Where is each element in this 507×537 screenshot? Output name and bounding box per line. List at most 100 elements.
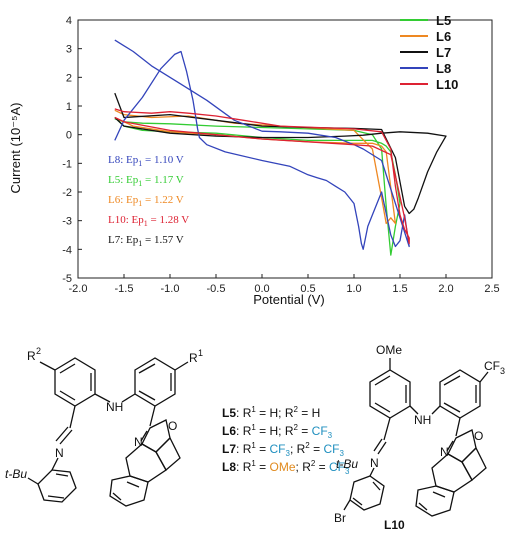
ep-annotation-sub: 1 [138,159,142,168]
ligand-row-part: 3 [286,449,291,458]
cf3-label: CF [484,359,500,373]
ligand-row-part: H [270,406,279,420]
ligand-row-part: ; [278,424,285,438]
ligand-row-part: 2 [311,459,316,468]
x-tick-label: 2.5 [484,283,499,295]
r2-sup: 2 [36,346,41,356]
ep-annotation-value: = 1.22 V [142,194,184,206]
nh-label-l10: NH [414,413,431,427]
ligand-row-part: ; [290,442,297,456]
l10-name: L10 [384,518,405,532]
ligand-row-part: H [270,424,279,438]
tbu-label-left: t-Bu [5,467,27,481]
y-axis-label: Current (10⁻⁵A) [8,103,23,194]
legend-label-l10: L10 [436,77,458,92]
y-tick-label: -5 [62,273,72,285]
series-line-l7 [114,92,447,215]
ligand-row-part: H [312,406,321,420]
chart-axes: -2.0 -1.5 -1.0 -0.5 0.0 0.5 1.0 1.5 2.0 2.5 -5 -4 -3… [62,15,499,295]
ligand-row-part: L6 [222,424,236,438]
r2-label: R [27,349,36,363]
l10-structure-labels: OMe CF 3 NH N N O t-Bu Br L10 [334,343,505,532]
ligand-row-part: 3 [345,467,350,476]
legend-label-l5: L5 [436,13,451,28]
ligand-row-part: = [298,424,312,438]
ep-annotation-label: L6 [108,194,121,206]
ligand-row-part: L5 [222,406,236,420]
ligand-row-part: = [256,460,270,474]
ligand-row-part: = [310,442,324,456]
ep-annotation-label: L7 [108,234,121,246]
ep-annotation-value: = 1.57 V [142,234,184,246]
ep-annotation-l5: L5: Ep1 = 1.17 V [108,174,184,188]
ligand-row-part: : [236,442,243,456]
series-line-l8 [114,39,410,250]
ep-annotation-sep: : Ep [126,214,145,226]
imine-n-label-left: N [55,446,64,460]
ep-annotation-l10: L10: Ep1 = 1.28 V [108,214,189,228]
y-tick-label: -1 [62,158,72,170]
x-tick-label: 1.5 [392,283,407,295]
ligand-row-part: 1 [251,459,256,468]
cf3-sub: 3 [500,366,505,376]
y-tick-label: 2 [66,72,72,84]
ligand-row-part: CF [312,424,328,438]
ep-annotation-sub: 1 [138,199,142,208]
ligand-row-part: R [285,424,294,438]
chart-series [114,39,447,256]
tbu-label-l10: t-Bu [336,457,358,471]
y-tick-label: -3 [62,216,72,228]
ep-annotation-value: = 1.17 V [142,174,184,186]
ep-annotation-l6: L6: Ep1 = 1.22 V [108,194,184,208]
l10-structure [343,358,489,517]
x-tick-label: 1.0 [346,283,361,295]
ligand-row-part: 3 [328,431,333,440]
imine-n-label-l10: N [370,456,379,470]
x-axis-label: Potential (V) [253,292,325,307]
legend-label-l8: L8 [436,61,451,76]
ligand-row-part: : [236,460,243,474]
oxazoline-n-label-left: N [134,435,143,449]
ligand-row-l6: L6: R1 = H; R2 = CF3 [222,423,333,440]
legend-label-l7: L7 [436,45,451,60]
ep-annotation-sep: : Ep [120,194,139,206]
ligand-row-part: = [298,406,312,420]
left-structure [27,357,189,507]
ep-annotation-sep: : Ep [120,234,139,246]
r1-label: R [189,351,198,365]
ep-annotation-label: L8 [108,154,121,166]
left-structure-labels: R 2 R 1 NH N N O t-Bu [5,346,203,481]
ep-annotation-sub: 1 [138,239,142,248]
x-tick-label: -1.0 [161,283,180,295]
ep-annotation-sub: 1 [144,219,148,228]
ligand-row-part: = [256,406,270,420]
ligand-row-part: R [285,406,294,420]
legend-label-l6: L6 [436,29,451,44]
ligand-row-part: CF [329,460,345,474]
br-label: Br [334,511,346,525]
ligand-row-part: ; [278,406,285,420]
ligand-row-part: R [243,406,252,420]
ligand-row-part: 1 [251,405,256,414]
ligand-row-l8: L8: R1 = OMe; R2 = CF3 [222,459,350,476]
oxazoline-o-label-l10: O [474,429,483,443]
ligand-row-part: = [256,424,270,438]
y-tick-label: 0 [66,130,72,142]
x-tick-label: 2.0 [438,283,453,295]
ep-annotation-sep: : Ep [120,174,139,186]
x-tick-label: -2.0 [69,283,88,295]
ligand-row-part: 2 [305,441,310,450]
oxazoline-o-label-left: O [168,419,177,433]
y-tick-label: 1 [66,101,72,113]
ligand-row-part: = [256,442,270,456]
x-tick-label: 0.0 [254,283,269,295]
ligand-row-part: 1 [251,441,256,450]
ligand-row-part: : [236,406,243,420]
ligand-row-part: CF [323,442,339,456]
x-tick-label: -0.5 [207,283,226,295]
series-line-l10 [114,108,410,245]
ep-annotation-label: L10 [108,214,126,226]
plot-frame [77,19,493,279]
r1-sup: 1 [198,348,203,358]
